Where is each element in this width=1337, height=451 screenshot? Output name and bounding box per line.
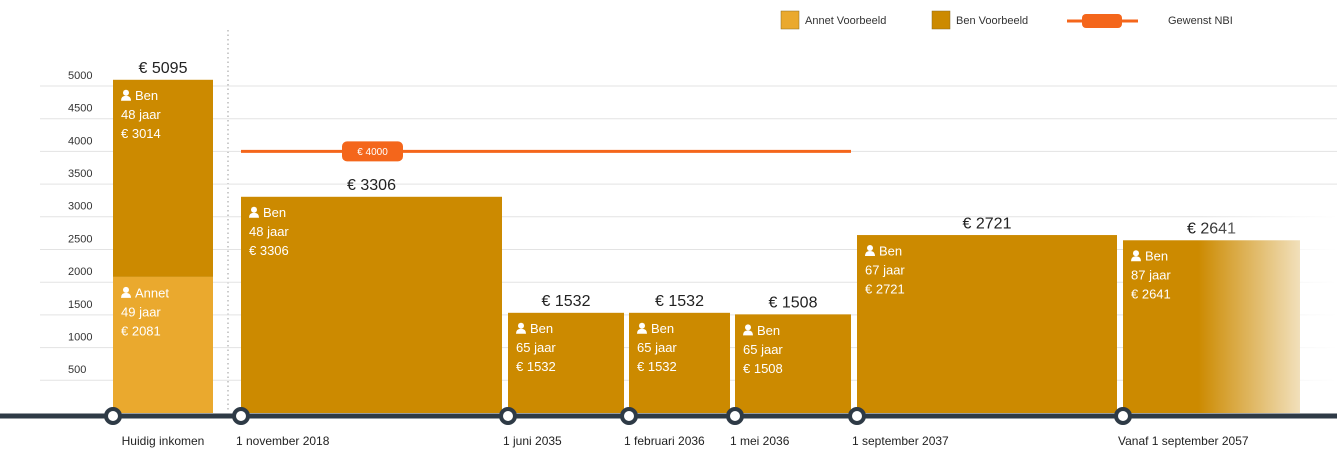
x-tick-label: Vanaf 1 september 2057 bbox=[1118, 434, 1249, 448]
y-tick-label: 1000 bbox=[68, 332, 92, 344]
segment-age: 49 jaar bbox=[121, 304, 161, 319]
bar-total: € 2721 bbox=[963, 215, 1012, 232]
x-tick-label: 1 mei 2036 bbox=[730, 434, 790, 448]
person-icon bbox=[745, 324, 751, 331]
bar-segment bbox=[629, 312, 730, 413]
bar-segment bbox=[113, 276, 213, 413]
bar-segment bbox=[113, 79, 213, 277]
segment-name: Annet bbox=[135, 285, 169, 300]
bar-segment bbox=[508, 312, 624, 413]
segment-name: Ben bbox=[879, 243, 902, 258]
bar-segment bbox=[735, 314, 851, 413]
x-tick-label: 1 juni 2035 bbox=[503, 434, 562, 448]
legend-label: Ben Voorbeeld bbox=[956, 15, 1028, 27]
segment-age: 67 jaar bbox=[865, 262, 905, 277]
segment-amount: € 1508 bbox=[743, 361, 783, 376]
timeline-point bbox=[726, 407, 744, 425]
y-tick-label: 4000 bbox=[68, 135, 92, 147]
legend-swatch bbox=[780, 10, 800, 30]
target-badge bbox=[342, 141, 403, 162]
segment-name: Ben bbox=[135, 88, 158, 103]
segment-amount: € 1532 bbox=[637, 359, 677, 374]
timeline-point bbox=[1114, 407, 1132, 425]
y-tick-label: 3000 bbox=[68, 201, 92, 213]
target-label: € 4000 bbox=[357, 147, 388, 158]
segment-amount: € 1532 bbox=[516, 359, 556, 374]
y-tick-label: 4500 bbox=[68, 103, 92, 115]
bar-fade bbox=[1123, 200, 1337, 414]
segment-amount: € 2721 bbox=[865, 281, 905, 296]
timeline-point bbox=[232, 407, 250, 425]
person-icon bbox=[867, 245, 873, 252]
legend-line-marker bbox=[1082, 14, 1122, 28]
x-tick-label: 1 september 2037 bbox=[852, 434, 949, 448]
person-icon bbox=[639, 322, 645, 329]
bar-total: € 3306 bbox=[347, 177, 396, 194]
segment-name: Ben bbox=[757, 323, 780, 338]
person-icon bbox=[637, 328, 647, 334]
y-tick-label: 2500 bbox=[68, 233, 92, 245]
segment-amount: € 2081 bbox=[121, 323, 161, 338]
person-icon bbox=[865, 251, 875, 257]
timeline-point bbox=[104, 407, 122, 425]
segment-name: Ben bbox=[530, 321, 553, 336]
bar-segment bbox=[857, 235, 1117, 413]
y-tick-label: 3500 bbox=[68, 168, 92, 180]
segment-name: Ben bbox=[651, 321, 674, 336]
segment-name: Ben bbox=[263, 205, 286, 220]
person-icon bbox=[121, 292, 131, 298]
bar-total: € 1508 bbox=[769, 295, 818, 312]
bar-total: € 1532 bbox=[542, 293, 591, 310]
segment-amount: € 3306 bbox=[249, 243, 289, 258]
x-tick-label: Huidig inkomen bbox=[122, 434, 205, 448]
person-icon bbox=[249, 212, 259, 218]
bar-total: € 1532 bbox=[655, 293, 704, 310]
segment-age: 48 jaar bbox=[249, 224, 289, 239]
bar-total: € 5095 bbox=[139, 60, 188, 77]
y-tick-label: 2000 bbox=[68, 266, 92, 278]
person-icon bbox=[518, 322, 524, 329]
legend-label: Gewenst NBI bbox=[1168, 15, 1233, 27]
segment-age: 65 jaar bbox=[637, 340, 677, 355]
segment-age: 65 jaar bbox=[516, 340, 556, 355]
person-icon bbox=[251, 206, 257, 213]
person-icon bbox=[121, 95, 131, 101]
person-icon bbox=[123, 89, 129, 96]
timeline-point bbox=[620, 407, 638, 425]
y-tick-label: 500 bbox=[68, 364, 86, 376]
person-icon bbox=[743, 330, 753, 336]
timeline-point bbox=[848, 407, 866, 425]
segment-age: 65 jaar bbox=[743, 342, 783, 357]
timeline-point bbox=[499, 407, 517, 425]
legend-swatch bbox=[931, 10, 951, 30]
person-icon bbox=[123, 286, 129, 293]
y-tick-label: 1500 bbox=[68, 299, 92, 311]
person-icon bbox=[516, 328, 526, 334]
segment-age: 48 jaar bbox=[121, 107, 161, 122]
x-tick-label: 1 november 2018 bbox=[236, 434, 330, 448]
x-tick-label: 1 februari 2036 bbox=[624, 434, 705, 448]
y-tick-label: 5000 bbox=[68, 70, 92, 82]
segment-amount: € 3014 bbox=[121, 126, 161, 141]
bar-segment bbox=[241, 196, 502, 413]
legend-label: Annet Voorbeeld bbox=[805, 15, 886, 27]
